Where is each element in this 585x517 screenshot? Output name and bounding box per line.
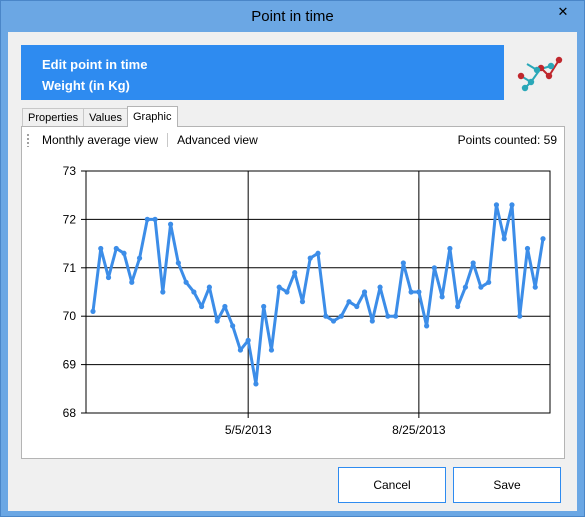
data-point[interactable] (478, 284, 484, 290)
data-point[interactable] (276, 284, 282, 290)
y-tick-label: 73 (63, 164, 77, 178)
toolbar-grip-icon[interactable] (27, 133, 29, 147)
data-point[interactable] (493, 202, 500, 208)
data-point[interactable] (175, 260, 181, 266)
toolbar-separator (167, 133, 169, 147)
data-point[interactable] (307, 255, 313, 261)
data-point[interactable] (284, 289, 290, 295)
data-point[interactable] (524, 245, 531, 252)
data-point[interactable] (470, 260, 476, 266)
data-point[interactable] (105, 274, 112, 281)
data-point[interactable] (346, 299, 352, 305)
data-point[interactable] (113, 245, 119, 252)
save-button[interactable]: Save (453, 467, 561, 503)
window-title: Point in time (251, 8, 334, 25)
data-point[interactable] (447, 245, 453, 252)
data-point[interactable] (517, 313, 523, 319)
data-point[interactable] (98, 245, 104, 252)
cancel-button[interactable]: Cancel (338, 467, 446, 503)
data-point[interactable] (191, 289, 197, 295)
data-point[interactable] (292, 270, 298, 276)
data-point[interactable] (323, 313, 329, 319)
tab-properties[interactable]: Properties (22, 108, 85, 127)
data-point[interactable] (455, 303, 461, 310)
tab-graphic[interactable]: Graphic (126, 106, 178, 127)
x-tick-label: 8/25/2013 (392, 423, 446, 437)
tab-strip: Properties Values Graphic (22, 106, 178, 127)
data-point[interactable] (90, 308, 96, 314)
dialog-client-area: Edit point in time Weight (in Kg) Proper… (8, 32, 577, 511)
data-point[interactable] (253, 381, 259, 387)
data-point[interactable] (315, 250, 321, 256)
data-point[interactable] (424, 323, 430, 329)
data-point[interactable] (206, 284, 212, 290)
data-point[interactable] (199, 303, 205, 310)
data-point[interactable] (486, 279, 492, 285)
data-point[interactable] (392, 313, 399, 319)
monthly-average-view-button[interactable]: Monthly average view (42, 133, 159, 147)
data-point[interactable] (369, 318, 375, 324)
data-point[interactable] (136, 255, 143, 261)
data-point[interactable] (268, 347, 275, 353)
y-tick-label: 71 (63, 261, 77, 275)
data-point[interactable] (361, 289, 368, 295)
data-point[interactable] (121, 250, 127, 256)
data-point[interactable] (400, 260, 406, 266)
data-point[interactable] (144, 216, 150, 222)
weight-series-line (91, 203, 545, 386)
graph-logo-icon (517, 56, 563, 92)
data-point[interactable] (183, 279, 189, 285)
data-point[interactable] (129, 279, 135, 285)
y-tick-label: 69 (63, 358, 77, 372)
data-point[interactable] (230, 323, 236, 329)
data-point[interactable] (377, 284, 383, 290)
banner-title: Edit point in time (42, 57, 148, 72)
y-tick-label: 68 (63, 406, 77, 420)
data-point[interactable] (540, 236, 546, 242)
data-point[interactable] (385, 313, 391, 319)
data-point[interactable] (152, 216, 158, 222)
graphic-panel: Monthly average view Advanced view Point… (21, 126, 565, 459)
chart-toolbar: Monthly average view Advanced view Point… (22, 127, 564, 153)
data-point[interactable] (245, 337, 251, 343)
data-point[interactable] (214, 318, 220, 324)
tab-values[interactable]: Values (83, 108, 128, 127)
weight-line-chart: 68 69 70 71 72 73 5/5/2013 8/25/2013 (63, 164, 551, 437)
data-point[interactable] (160, 289, 166, 295)
header-banner: Edit point in time Weight (in Kg) (21, 45, 504, 100)
data-point[interactable] (462, 284, 469, 290)
data-point[interactable] (338, 313, 344, 319)
data-point[interactable] (509, 202, 515, 208)
data-point[interactable] (416, 289, 422, 295)
title-bar[interactable]: Point in time ✕ (1, 1, 584, 32)
data-point[interactable] (222, 303, 228, 310)
data-point[interactable] (408, 289, 414, 295)
y-tick-label: 72 (63, 212, 77, 226)
close-icon[interactable]: ✕ (557, 4, 569, 19)
data-point[interactable] (299, 299, 306, 305)
data-point[interactable] (167, 221, 174, 227)
data-point[interactable] (431, 265, 437, 271)
data-point[interactable] (532, 284, 538, 290)
data-point[interactable] (261, 303, 267, 310)
data-point[interactable] (330, 318, 337, 324)
advanced-view-button[interactable]: Advanced view (177, 133, 258, 147)
plot-area-border (85, 170, 551, 414)
points-counted-label: Points counted: 59 (457, 133, 557, 147)
data-point[interactable] (354, 303, 360, 310)
x-tick-label: 5/5/2013 (225, 423, 272, 437)
data-point[interactable] (501, 236, 507, 242)
banner-subtitle: Weight (in Kg) (42, 78, 130, 93)
y-tick-label: 70 (63, 309, 77, 323)
data-point[interactable] (237, 347, 244, 353)
data-point[interactable] (439, 294, 445, 300)
